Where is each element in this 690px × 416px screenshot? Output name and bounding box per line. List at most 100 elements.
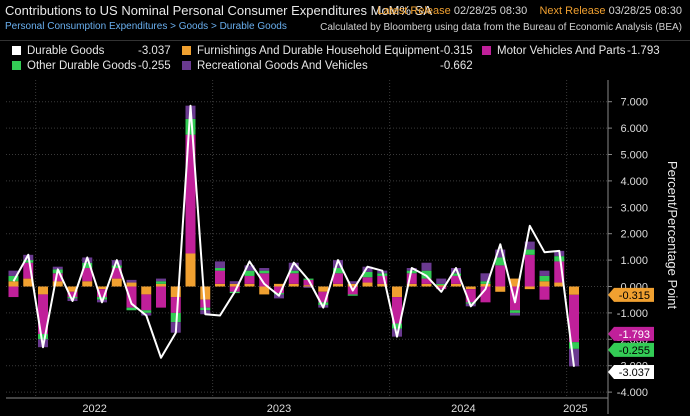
bar-segment — [480, 283, 491, 287]
last-value-label: -1.793 — [608, 326, 654, 341]
legend-item-other-durable[interactable]: Other Durable Goods -0.255 — [12, 60, 171, 72]
bar-segment — [333, 283, 343, 287]
bar-segment — [67, 291, 78, 298]
bar-segment — [333, 273, 343, 284]
bar-segment — [126, 279, 137, 283]
bar-segment — [510, 278, 520, 287]
bar-segment — [362, 271, 373, 278]
bar-segment — [465, 302, 476, 304]
bar-segment — [362, 277, 373, 283]
bar-segment — [52, 273, 63, 282]
bar-segment — [38, 286, 48, 295]
bar-segment — [392, 297, 402, 324]
last-value-text: -1.793 — [619, 329, 650, 341]
bar-segment — [406, 283, 417, 287]
bar-segment — [170, 297, 181, 313]
bar-segment — [52, 266, 63, 270]
bar-segment — [421, 283, 432, 287]
bar-segment — [126, 286, 137, 308]
bar-segment — [156, 283, 166, 287]
breadcrumb[interactable]: Personal Consumption Expenditures > Good… — [5, 21, 287, 32]
bar-segment — [288, 273, 299, 284]
bar-segment — [170, 286, 181, 298]
bar-segment — [215, 261, 225, 269]
bar-segment — [126, 307, 137, 311]
bar-segment — [495, 249, 506, 258]
y-tick-label: -4.000 — [617, 387, 648, 399]
legend-label: Other Durable Goods — [27, 60, 137, 72]
bar-segment — [215, 268, 225, 271]
bar-segment — [229, 283, 240, 287]
bar-segment — [82, 268, 93, 282]
next-release-value: 03/28/25 08:30 — [608, 5, 682, 17]
bar-segment — [244, 275, 255, 284]
bar-segment — [288, 262, 299, 271]
legend-swatch — [482, 46, 491, 55]
bar-segment — [38, 334, 48, 340]
bar-segment — [141, 286, 152, 295]
bar-segment — [156, 278, 166, 282]
bar-segment — [156, 286, 166, 308]
bar-segment — [303, 285, 314, 287]
bar-segment — [318, 286, 329, 292]
bar-segment — [259, 286, 270, 295]
last-value-label: -0.315 — [608, 287, 654, 302]
bar-segment — [97, 297, 107, 300]
last-value-label: -3.037 — [608, 364, 654, 379]
bar-segment — [554, 261, 565, 283]
bar-segment — [377, 283, 388, 287]
bar-segment — [451, 273, 461, 276]
last-value-label: -0.255 — [608, 342, 654, 357]
bar-segment — [215, 283, 225, 287]
legend-item-motor-vehicles[interactable]: Motor Vehicles And Parts -1.793 — [482, 45, 660, 57]
y-tick-label: 6.000 — [620, 123, 648, 135]
legend-swatch — [182, 61, 191, 70]
bar-segment — [259, 268, 270, 271]
source-note: Calculated by Bloomberg using data from … — [320, 22, 682, 33]
bar-segment — [465, 289, 476, 303]
x-year-label: 2025 — [563, 403, 587, 415]
bar-segment — [288, 270, 299, 274]
legend-value: -0.255 — [138, 60, 171, 72]
legend-item-recreational[interactable]: Recreational Goods And Vehicles -0.662 — [182, 60, 473, 72]
y-tick-label: 4.000 — [620, 176, 648, 188]
legend-item-furnishings[interactable]: Furnishings And Durable Household Equipm… — [182, 45, 473, 57]
bar-segment — [274, 283, 284, 287]
bar-segment — [480, 281, 491, 284]
bar-segment — [495, 257, 506, 266]
bar-segment — [244, 283, 255, 287]
bar-segment — [82, 281, 93, 287]
bar-segment — [569, 294, 579, 343]
y-tick-label: 3.000 — [620, 202, 648, 214]
bar-segment — [436, 283, 447, 286]
latest-release-label: Latest Release — [377, 5, 451, 17]
bar-segment — [480, 273, 491, 282]
bar-segment — [111, 278, 122, 287]
bar-segment — [185, 253, 196, 287]
y-tick-label: 1.000 — [620, 255, 648, 267]
bar-segment — [38, 294, 48, 335]
bar-segment — [303, 286, 314, 288]
chart-title: Contributions to US Nominal Personal Con… — [5, 3, 433, 18]
legend-value: -0.662 — [440, 60, 473, 72]
bar-segment — [524, 286, 535, 290]
bar-segment — [229, 281, 240, 284]
legend-label: Furnishings And Durable Household Equipm… — [197, 45, 440, 57]
last-value-tag — [608, 326, 654, 341]
bar-segment — [274, 286, 284, 294]
bar-segment — [259, 270, 270, 274]
bar-segment — [244, 270, 255, 276]
bar-segment — [23, 260, 34, 263]
chart-header: Contributions to US Nominal Personal Con… — [0, 0, 690, 38]
bar-segment — [347, 281, 358, 284]
bar-segment — [229, 286, 240, 292]
bar-segment — [554, 282, 565, 287]
bar-segment — [554, 256, 565, 262]
bar-segment — [97, 289, 107, 298]
bar-segment — [347, 283, 358, 287]
bar-segment — [510, 312, 520, 316]
legend-item-durable-goods[interactable]: Durable Goods -3.037 — [12, 45, 171, 57]
bar-segment — [362, 282, 373, 287]
x-year-label: 2024 — [451, 403, 475, 415]
